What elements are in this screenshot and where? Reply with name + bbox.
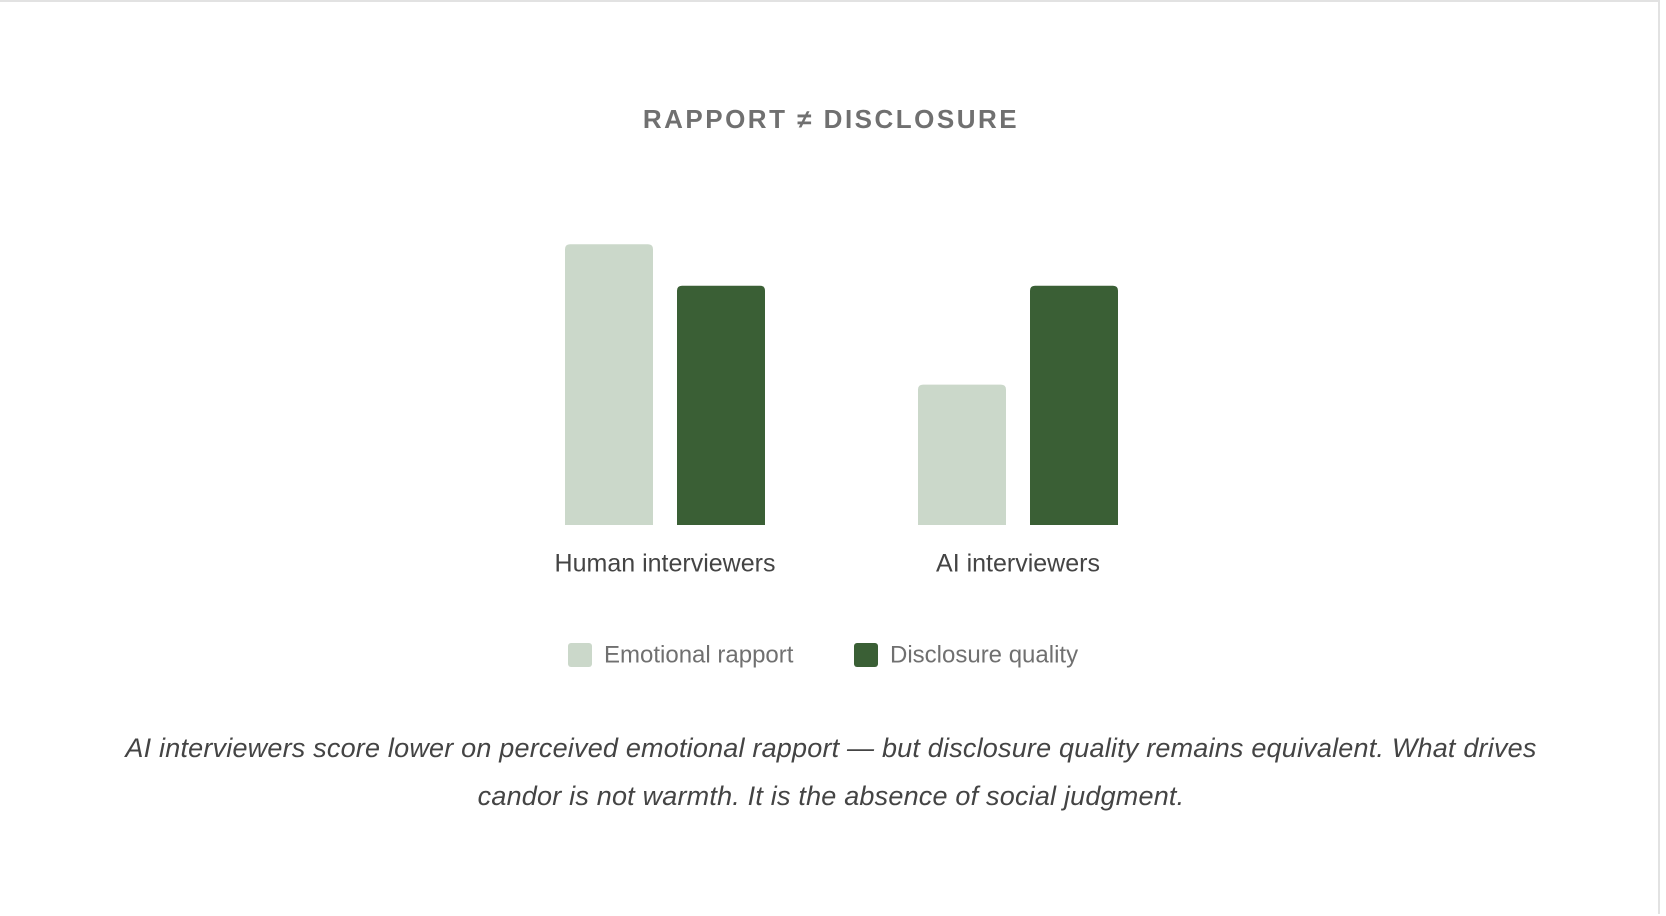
legend-swatch	[568, 643, 592, 667]
x-tick-label: Human interviewers	[555, 550, 776, 578]
chart-title: RAPPORT ≠ DISCLOSURE	[643, 104, 1019, 134]
bar	[677, 285, 765, 525]
caption: AI interviewers score lower on perceived…	[125, 733, 1537, 811]
legend-label: Disclosure quality	[890, 641, 1078, 668]
x-tick-label: AI interviewers	[936, 550, 1100, 578]
legend-swatch	[854, 643, 878, 667]
legend-label: Emotional rapport	[604, 641, 794, 668]
bar	[918, 384, 1006, 525]
bar	[565, 244, 653, 525]
bar	[1030, 285, 1118, 525]
